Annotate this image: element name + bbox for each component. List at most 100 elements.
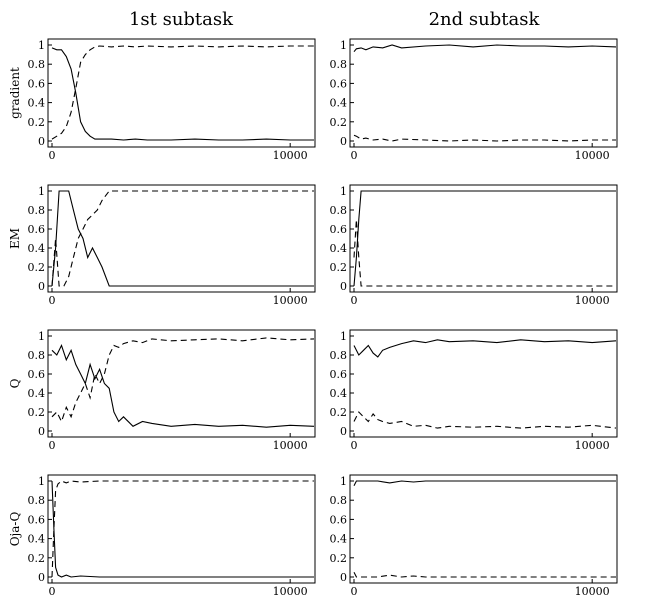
series-dashed: [353, 219, 616, 287]
y-tick-label: 0.2: [330, 552, 348, 565]
y-tick-label: 0: [340, 425, 347, 438]
plot-frame: [349, 474, 618, 584]
series-dashed: [51, 337, 315, 423]
x-tick-label: 10000: [273, 294, 308, 307]
y-tick-label: 0.8: [330, 349, 348, 362]
x-tick-label: 10000: [575, 294, 610, 307]
series-solid: [51, 47, 314, 141]
y-tick-label: 0.6: [28, 368, 46, 381]
x-tick-label: 0: [49, 585, 56, 598]
y-tick-label: 0.4: [28, 97, 46, 110]
panel-ojaq-1st: 0 0.2 0.4 0.6 0.8 1 0 10000 Oja-Q: [8, 474, 316, 598]
column-title-2nd: 2nd subtask: [429, 9, 541, 30]
y-tick-label: 0: [38, 425, 45, 438]
y-tick-label: 1: [340, 330, 347, 343]
y-tick-label: 0.4: [330, 533, 348, 546]
y-tick-label: 1: [38, 475, 45, 488]
y-tick-label: 0.6: [28, 223, 46, 236]
x-tick-label: 0: [49, 439, 56, 452]
y-tick-label: 0.6: [28, 513, 46, 526]
x-tick-label: 0: [351, 294, 358, 307]
y-tick-label: 0.6: [330, 513, 348, 526]
y-tick-label: 0.2: [330, 261, 348, 274]
x-tick-label: 10000: [273, 149, 308, 162]
row-label-gradient: gradient: [8, 67, 22, 119]
y-tick-label: 0.6: [330, 223, 348, 236]
panel-q-2nd: 0 0.2 0.4 0.6 0.8 1 0 10000: [330, 329, 618, 452]
y-tick-label: 0.4: [330, 242, 348, 255]
plot-frame: [47, 329, 316, 438]
y-tick-label: 0.4: [28, 533, 46, 546]
series-dashed: [353, 571, 616, 578]
x-tick-label: 10000: [575, 439, 610, 452]
y-tick-label: 0.2: [330, 116, 348, 129]
y-tick-label: 0.6: [330, 368, 348, 381]
panel-ojaq-2nd: 0 0.2 0.4 0.6 0.8 1 0 10000: [330, 474, 618, 598]
y-tick-label: 1: [340, 185, 347, 198]
y-tick-label: 1: [38, 330, 45, 343]
x-tick-label: 10000: [575, 585, 610, 598]
y-tick-label: 0: [38, 135, 45, 148]
y-tick-label: 0.4: [28, 242, 46, 255]
plot-frame: [47, 474, 316, 584]
series-solid: [353, 190, 616, 287]
y-tick-label: 0.8: [28, 58, 46, 71]
y-tick-label: 0.8: [28, 494, 46, 507]
y-tick-label: 0.6: [28, 77, 46, 90]
y-tick-label: 1: [38, 185, 45, 198]
series-dashed: [51, 190, 314, 287]
x-tick-label: 0: [49, 149, 56, 162]
row-label-em: EM: [8, 228, 22, 249]
y-tick-label: 0: [38, 280, 45, 293]
panel-em-1st: 0 0.2 0.4 0.6 0.8 1 0 10000 EM: [8, 184, 316, 307]
series-dashed: [353, 411, 617, 429]
y-tick-label: 0.8: [330, 58, 348, 71]
x-tick-label: 0: [49, 294, 56, 307]
y-tick-label: 0.8: [330, 494, 348, 507]
x-tick-label: 0: [351, 149, 358, 162]
series-solid: [353, 44, 617, 53]
plot-frame: [349, 38, 618, 148]
plot-frame: [47, 38, 316, 148]
x-tick-label: 0: [351, 439, 358, 452]
column-title-1st: 1st subtask: [129, 9, 234, 30]
y-tick-label: 0.4: [330, 387, 348, 400]
x-tick-label: 0: [351, 585, 358, 598]
series-dashed: [51, 45, 314, 140]
y-tick-label: 0.8: [330, 204, 348, 217]
y-tick-label: 0: [38, 571, 45, 584]
y-tick-label: 1: [340, 39, 347, 52]
row-label-q: Q: [8, 378, 22, 388]
series-solid: [51, 480, 314, 578]
plot-frame: [349, 329, 618, 438]
y-tick-label: 0.2: [330, 406, 348, 419]
series-dashed: [353, 134, 616, 142]
panel-em-2nd: 0 0.2 0.4 0.6 0.8 1 0 10000: [330, 184, 618, 307]
y-tick-label: 0: [340, 280, 347, 293]
y-tick-label: 0.2: [28, 261, 46, 274]
y-tick-label: 0.4: [330, 97, 348, 110]
y-tick-label: 0: [340, 135, 347, 148]
y-tick-label: 0.2: [28, 116, 46, 129]
y-tick-label: 0.8: [28, 349, 46, 362]
series-solid: [51, 344, 315, 428]
y-tick-label: 0.2: [28, 552, 46, 565]
y-tick-label: 1: [38, 39, 45, 52]
x-tick-label: 10000: [273, 439, 308, 452]
row-label-oja-q: Oja-Q: [8, 512, 22, 547]
y-tick-label: 0.2: [28, 406, 46, 419]
series-solid: [353, 480, 616, 487]
y-tick-label: 0.6: [330, 77, 348, 90]
series-solid: [51, 190, 314, 287]
x-tick-label: 10000: [575, 149, 610, 162]
panel-gradient-1st: 0 0.2 0.4 0.6 0.8 1 0 10000 gradient: [8, 38, 316, 162]
series-dashed: [51, 480, 314, 578]
panel-gradient-2nd: 0 0.2 0.4 0.6 0.8 1 0 10000: [330, 38, 618, 162]
panel-q-1st: 0 0.2 0.4 0.6 0.8 1 0 10000 Q: [8, 329, 316, 452]
plot-frame: [349, 184, 618, 293]
y-tick-label: 0: [340, 571, 347, 584]
y-tick-label: 0.8: [28, 204, 46, 217]
y-tick-label: 0.4: [28, 387, 46, 400]
series-solid: [353, 339, 617, 358]
